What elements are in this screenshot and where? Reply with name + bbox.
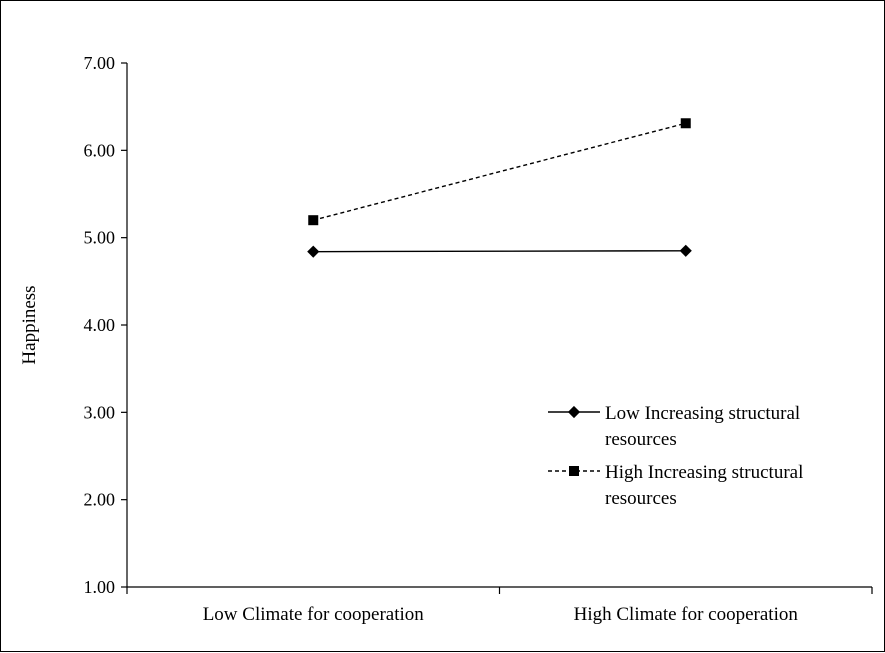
y-tick-label: 1.00 <box>84 577 116 597</box>
x-category-label: High Climate for cooperation <box>574 604 799 625</box>
y-tick-label: 2.00 <box>84 490 116 510</box>
y-axis-title: Happiness <box>19 285 40 364</box>
y-tick-label: 5.00 <box>84 228 116 248</box>
legend-diamond-marker <box>567 405 581 419</box>
series-line <box>313 250 686 253</box>
x-category-label: Low Climate for cooperation <box>203 604 425 625</box>
square-marker <box>680 118 691 129</box>
series-0 <box>307 244 692 258</box>
series-line <box>313 122 686 221</box>
legend-label: High Increasing structural <box>605 462 803 483</box>
diamond-marker <box>307 245 320 258</box>
legend-square-marker <box>569 466 579 476</box>
series <box>307 118 692 258</box>
axes: 1.00 2.00 3.00 4.00 5.00 6.00 7.00 Low Climate… <box>84 53 873 625</box>
legend-entry-0: Low Increasing structural resources <box>548 403 800 450</box>
x-ticks: Low Climate for cooperation High Climate … <box>126 587 873 625</box>
y-tick-label: 6.00 <box>84 140 116 160</box>
y-ticks: 1.00 2.00 3.00 4.00 5.00 6.00 7.00 <box>84 53 127 597</box>
series-1 <box>308 118 691 226</box>
legend-label: Low Increasing structural <box>605 403 800 424</box>
y-tick-label: 7.00 <box>84 53 116 73</box>
square-marker <box>308 215 319 226</box>
y-tick-label: 3.00 <box>84 402 116 422</box>
legend-entry-1: High Increasing structural resources <box>548 462 803 509</box>
legend-label: resources <box>605 488 677 509</box>
legend-label: resources <box>605 429 677 450</box>
diamond-marker <box>679 244 692 257</box>
y-tick-label: 4.00 <box>84 315 116 335</box>
